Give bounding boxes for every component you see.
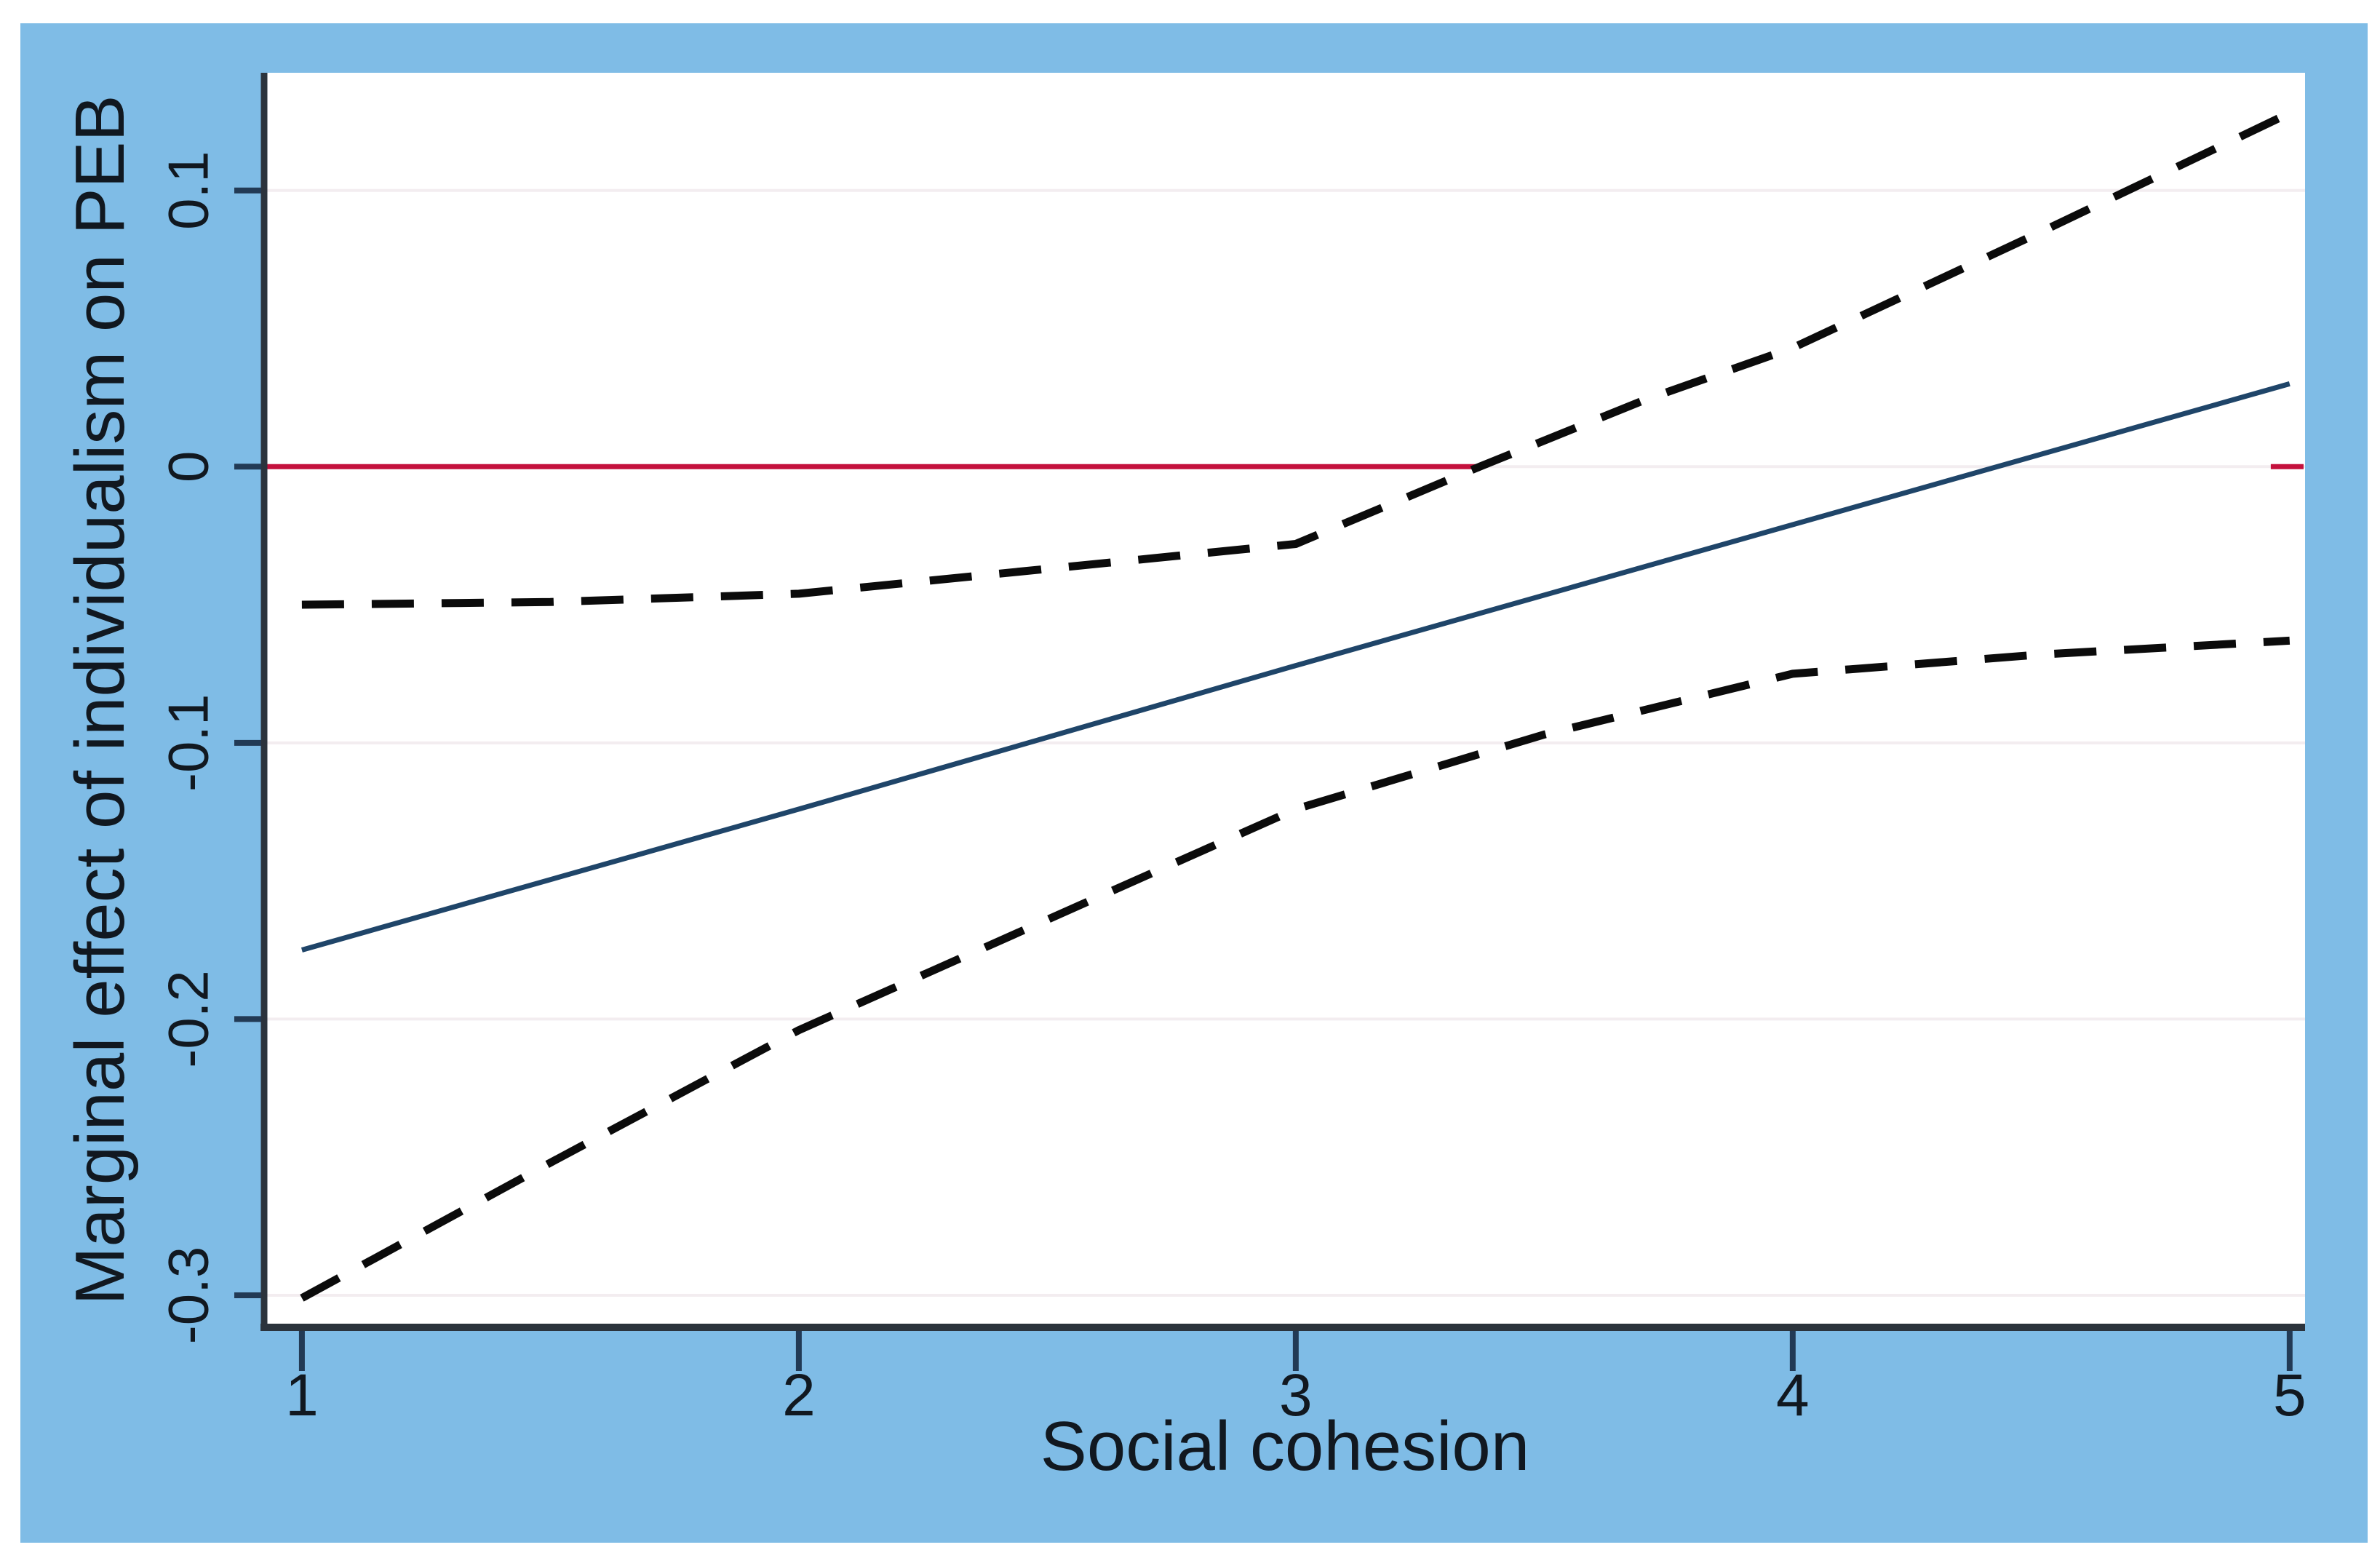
x-tick-label-2: 2 (782, 1362, 816, 1428)
y-tick-label--0.2: -0.2 (156, 970, 220, 1068)
ci-upper-line (301, 109, 2292, 609)
gridlines (267, 188, 2305, 1297)
y-axis-title: Marginal effect of individualism on PEB (61, 95, 139, 1305)
x-axis-title: Social cohesion (1040, 1407, 1529, 1485)
y-tick-label--0.3: -0.3 (156, 1247, 220, 1344)
y-tick-label--0.1: -0.1 (156, 694, 220, 792)
y-tick-label-0: 0 (156, 451, 220, 482)
ci-lower-line (300, 636, 2291, 1302)
series-lines (300, 109, 2292, 1302)
x-tick-label-5: 5 (2273, 1362, 2307, 1428)
x-tick-label-1: 1 (285, 1362, 319, 1428)
axis-ticks (234, 187, 2293, 1371)
plot-area (264, 73, 2305, 1327)
y-tick-label-0.1: 0.1 (156, 151, 220, 229)
x-tick-label-4: 4 (1776, 1362, 1810, 1428)
marginal-effect-line (301, 381, 2291, 953)
axis-tick-labels: 0.1 0 -0.1 -0.2 -0.3 1 2 3 4 5 (156, 151, 2307, 1428)
x-tick-label-3: 3 (1279, 1362, 1313, 1428)
